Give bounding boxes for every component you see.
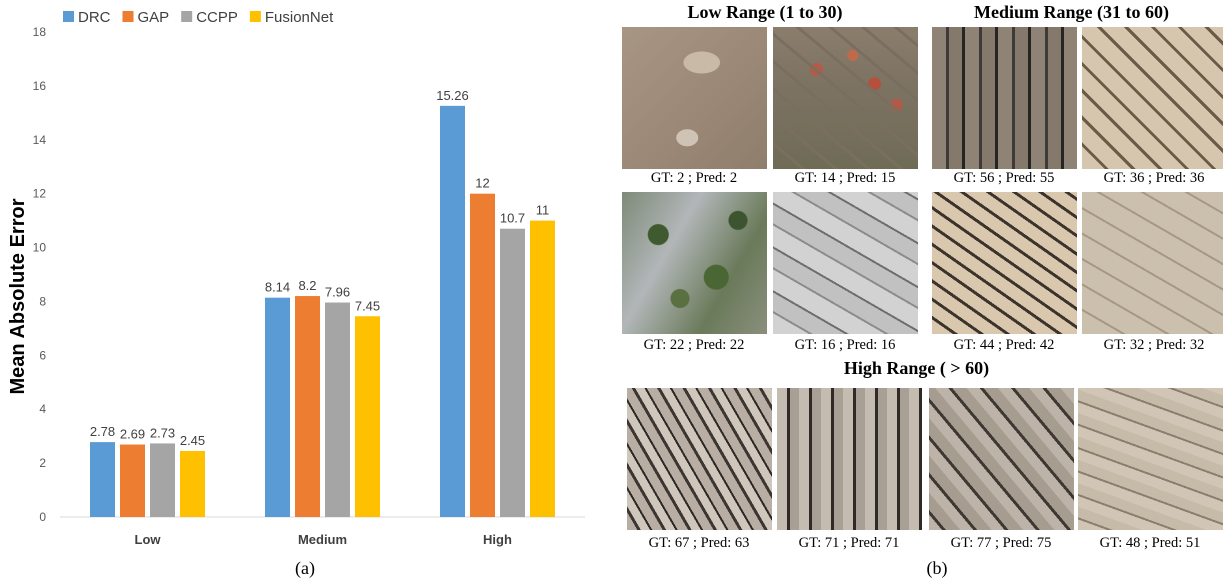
panel-a-caption: (a) <box>295 558 315 578</box>
low-range-title: Low Range (1 to 30) <box>687 2 843 22</box>
data-label: 11 <box>536 203 550 218</box>
legend-swatch-ccpp <box>181 11 193 22</box>
bar-drc-low <box>90 442 115 517</box>
data-label: 7.96 <box>325 285 350 300</box>
bar-ccpp-high <box>500 228 525 517</box>
legend-swatch-gap <box>122 11 134 22</box>
legend-label: FusionNet <box>265 9 334 26</box>
medium-range-title: Medium Range (31 to 60) <box>974 2 1169 22</box>
bar-fusionnet-medium <box>355 316 380 517</box>
x-tick-label: Low <box>135 532 162 547</box>
y-tick-label: 2 <box>39 456 46 470</box>
y-tick-label: 12 <box>33 187 47 201</box>
data-label: 2.69 <box>120 427 145 442</box>
image-caption: GT: 71 ; Pred: 71 <box>798 535 900 551</box>
y-tick-label: 8 <box>39 294 46 308</box>
image-grid-panel: Low Range (1 to 30) Medium Range (31 to … <box>610 0 1223 583</box>
image-caption: GT: 77 ; Pred: 75 <box>950 535 1052 551</box>
aerial-image <box>932 192 1077 334</box>
y-tick-label: 18 <box>33 25 47 39</box>
aerial-image <box>773 192 918 334</box>
data-label: 10.7 <box>500 211 525 226</box>
x-tick-label: Medium <box>298 532 347 547</box>
legend-swatch-drc <box>63 11 74 22</box>
y-tick-label: 10 <box>33 241 47 255</box>
image-caption: GT: 67 ; Pred: 63 <box>648 535 750 551</box>
x-tick-label: High <box>483 532 512 547</box>
bar-gap-low <box>120 444 145 517</box>
aerial-image <box>622 27 767 169</box>
data-label: 15.26 <box>436 88 469 103</box>
aerial-image <box>1078 388 1223 530</box>
bar-fusionnet-high <box>530 220 555 517</box>
y-axis-label: Mean Absolute Error <box>7 198 29 394</box>
data-label: 8.14 <box>265 280 290 295</box>
y-tick-label: 4 <box>39 402 46 416</box>
image-caption: GT: 36 ; Pred: 36 <box>1103 170 1205 186</box>
y-tick-label: 0 <box>39 510 46 524</box>
aerial-image <box>773 27 918 169</box>
bar-gap-medium <box>295 296 320 517</box>
aerial-image <box>929 388 1074 530</box>
y-tick-label: 14 <box>33 133 47 147</box>
image-caption: GT: 16 ; Pred: 16 <box>794 337 896 353</box>
data-label: 12 <box>475 176 489 191</box>
image-caption: GT: 22 ; Pred: 22 <box>643 337 745 353</box>
aerial-image <box>627 388 772 530</box>
y-tick-label: 6 <box>39 348 46 362</box>
bar-fusionnet-low <box>180 450 205 517</box>
aerial-image <box>1082 27 1223 169</box>
data-label: 8.2 <box>298 278 316 293</box>
data-label: 2.73 <box>150 425 175 440</box>
bar-gap-high <box>470 193 495 517</box>
bar-ccpp-medium <box>325 302 350 517</box>
image-caption: GT: 14 ; Pred: 15 <box>794 170 896 186</box>
data-label: 2.45 <box>180 433 205 448</box>
bar-drc-medium <box>265 297 290 517</box>
bar-drc-high <box>440 105 465 518</box>
legend-label: DRC <box>78 9 111 26</box>
data-label: 2.78 <box>90 424 115 439</box>
aerial-image <box>1082 192 1223 334</box>
aerial-image <box>622 192 767 334</box>
image-caption: GT: 44 ; Pred: 42 <box>953 337 1055 353</box>
high-range-title: High Range ( > 60) <box>843 358 990 378</box>
legend-swatch-fusionnet <box>249 11 261 22</box>
bar-chart: Mean Absolute Error 0 2 4 6 8 10 12 14 16 18 2.78 2.… <box>7 9 585 547</box>
image-caption: GT: 32 ; Pred: 32 <box>1103 337 1205 353</box>
aerial-image <box>777 388 922 530</box>
aerial-image <box>932 27 1077 169</box>
image-caption: GT: 56 ; Pred: 55 <box>953 170 1055 186</box>
panel-b-caption: (b) <box>926 558 948 578</box>
image-caption: GT: 48 ; Pred: 51 <box>1099 535 1201 551</box>
y-tick-label: 16 <box>33 79 47 93</box>
data-label: 7.45 <box>355 298 380 313</box>
legend-label: CCPP <box>196 9 238 26</box>
legend-label: GAP <box>138 9 170 26</box>
bar-ccpp-low <box>150 443 175 517</box>
bar-chart-panel: Mean Absolute Error 0 2 4 6 8 10 12 14 16 18 2.78 2.… <box>0 0 610 583</box>
image-caption: GT: 2 ; Pred: 2 <box>650 170 738 186</box>
